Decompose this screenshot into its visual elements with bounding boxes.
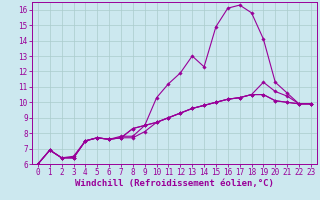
X-axis label: Windchill (Refroidissement éolien,°C): Windchill (Refroidissement éolien,°C)	[75, 179, 274, 188]
